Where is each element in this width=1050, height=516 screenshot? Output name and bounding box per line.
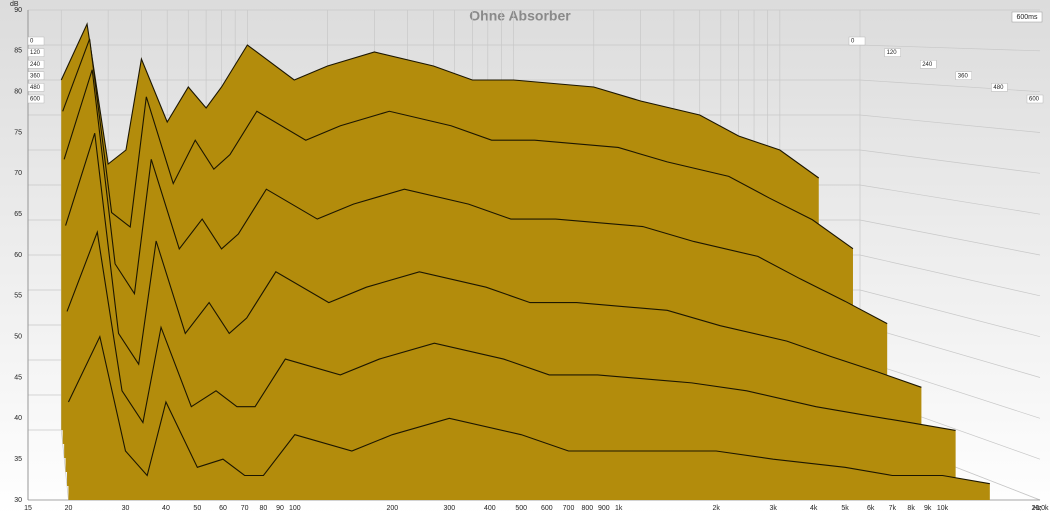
time-tick-box	[884, 48, 901, 57]
x-tick-label: 2k	[712, 505, 720, 512]
x-tick-label: 20	[65, 505, 73, 512]
time-tick-label: 600	[1029, 97, 1040, 103]
time-tick-box	[27, 48, 45, 57]
y-tick-label: 60	[14, 252, 22, 259]
x-tick-label: 900	[598, 505, 610, 512]
time-tick-label: 600	[30, 97, 41, 103]
time-tick-label: 0	[851, 39, 855, 45]
time-tick-box	[955, 71, 972, 81]
y-tick-label: 55	[14, 293, 22, 300]
x-tick-label: 6k	[867, 505, 875, 512]
x-tick-label: 50	[193, 505, 201, 512]
y-tick-label: 65	[14, 211, 22, 218]
grid-line	[859, 219, 1041, 256]
grid-line	[859, 44, 1041, 52]
time-tick-box	[848, 36, 866, 46]
slice-fill	[68, 336, 990, 500]
y-tick-label: 85	[14, 48, 22, 55]
slice-line	[67, 335, 990, 485]
slice-line	[63, 69, 888, 325]
grid-line	[60, 429, 69, 501]
x-tick-label: 1k	[615, 505, 623, 512]
time-tick-label: 120	[30, 50, 41, 56]
time-tick-label: 120	[887, 50, 898, 56]
slice-fill	[67, 232, 956, 486]
time-tick-box	[1026, 94, 1044, 104]
x-tick-label: 8k	[907, 505, 915, 512]
x-tick-label: 300	[443, 505, 455, 512]
y-tick-label: 50	[14, 334, 22, 341]
time-tick-box	[27, 60, 45, 69]
y-tick-label: 90	[14, 7, 22, 14]
time-tick-label: 360	[958, 73, 969, 79]
x-tick-label: 400	[484, 505, 496, 512]
time-tick-box	[991, 83, 1008, 92]
x-tick-label: 200	[386, 505, 398, 512]
chart-title: Ohne Absorber	[469, 8, 571, 24]
slice-line	[65, 133, 922, 388]
x-tick-label: 4k	[810, 505, 818, 512]
grid-line	[859, 79, 1041, 93]
x-tick-label: 60	[219, 505, 227, 512]
x-axis-unit: Hz	[1033, 505, 1042, 512]
x-tick-label: 5k	[841, 505, 849, 512]
x-tick-label: 7k	[889, 505, 897, 512]
y-tick-label: 80	[14, 89, 22, 96]
x-tick-label: 70	[241, 505, 249, 512]
slice-line	[62, 38, 854, 250]
grid-line	[859, 324, 1041, 378]
slice-line	[66, 230, 956, 432]
time-tick-label: 480	[993, 85, 1004, 91]
y-tick-label: 30	[14, 497, 22, 504]
y-tick-label: 35	[14, 456, 22, 463]
y-tick-label: 40	[14, 415, 22, 422]
time-label: 600ms	[1016, 14, 1038, 21]
x-tick-label: 10k	[937, 505, 949, 512]
grid-line	[859, 289, 1041, 338]
y-tick-label: 70	[14, 170, 22, 177]
grid-line	[859, 184, 1041, 215]
grid-line	[859, 359, 1041, 419]
grid-line	[859, 254, 1041, 297]
y-tick-label: 75	[14, 129, 22, 136]
x-tick-label: 30	[122, 505, 130, 512]
time-tick-label: 360	[30, 73, 41, 79]
time-box	[1011, 11, 1043, 23]
time-tick-box	[27, 94, 45, 104]
x-tick-label: 40	[162, 505, 170, 512]
x-tick-label: 20,0k	[1031, 505, 1049, 512]
time-tick-label: 240	[922, 62, 933, 68]
slice-line	[60, 22, 820, 179]
time-tick-box	[27, 83, 45, 92]
time-tick-box	[920, 60, 937, 69]
time-tick-label: 0	[30, 39, 34, 45]
time-tick-label: 480	[30, 85, 41, 91]
time-tick-box	[27, 36, 45, 46]
x-tick-label: 90	[276, 505, 284, 512]
time-tick-box	[27, 71, 45, 81]
grid-line	[859, 149, 1041, 174]
x-tick-label: 500	[515, 505, 527, 512]
y-axis-label: dB	[10, 1, 19, 8]
y-tick-label: 45	[14, 374, 22, 381]
x-tick-label: 9k	[924, 505, 932, 512]
x-tick-label: 600	[541, 505, 553, 512]
x-tick-label: 80	[260, 505, 268, 512]
x-tick-label: 700	[563, 505, 575, 512]
x-tick-label: 15	[24, 505, 32, 512]
x-tick-label: 100	[289, 505, 301, 512]
grid-line	[859, 114, 1041, 133]
x-tick-label: 800	[581, 505, 593, 512]
x-tick-label: 3k	[769, 505, 777, 512]
time-tick-label: 240	[30, 62, 41, 68]
